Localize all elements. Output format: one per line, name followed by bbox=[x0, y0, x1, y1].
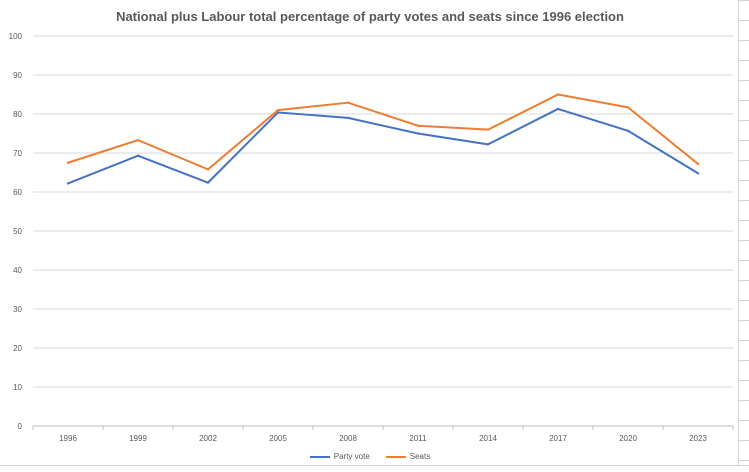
data-point-seats bbox=[66, 161, 70, 164]
legend-item-party-vote: Party vote bbox=[309, 452, 370, 461]
y-tick-label: 0 bbox=[18, 422, 23, 431]
x-tick-label: 2017 bbox=[549, 434, 567, 443]
y-tick-label: 90 bbox=[13, 71, 22, 80]
data-point-seats bbox=[556, 93, 560, 96]
legend-label-seats: Seats bbox=[409, 452, 431, 461]
x-tick-label: 2014 bbox=[479, 434, 497, 443]
series-line-party-vote bbox=[67, 107, 699, 185]
data-point-seats bbox=[346, 101, 350, 104]
data-point-seats bbox=[136, 138, 140, 142]
spreadsheet-cell-border bbox=[739, 140, 749, 141]
spreadsheet-cell-border bbox=[739, 240, 749, 241]
data-point-party-vote bbox=[416, 132, 420, 135]
spreadsheet-gridlines bbox=[738, 0, 749, 471]
legend-swatch-party-vote bbox=[309, 455, 330, 458]
y-tick-label: 40 bbox=[13, 266, 22, 275]
spreadsheet-cell-border bbox=[739, 440, 749, 441]
spreadsheet-cell-border bbox=[739, 160, 749, 161]
spreadsheet-cell-border bbox=[739, 260, 749, 261]
data-point-seats bbox=[206, 168, 210, 171]
spreadsheet-cell-border bbox=[739, 20, 749, 21]
spreadsheet-cell-border bbox=[739, 40, 749, 41]
spreadsheet-cell-border bbox=[739, 100, 749, 101]
y-tick-label: 30 bbox=[13, 305, 22, 314]
data-point-seats bbox=[626, 106, 630, 109]
spreadsheet-cell-border bbox=[739, 280, 749, 281]
x-tick-label: 2005 bbox=[269, 434, 287, 443]
spreadsheet-cell-border bbox=[739, 120, 749, 121]
y-tick-label: 50 bbox=[13, 227, 22, 236]
spreadsheet-cell-border bbox=[739, 60, 749, 61]
y-tick-label: 10 bbox=[13, 383, 22, 392]
data-point-seats bbox=[696, 162, 700, 166]
spreadsheet-cell-border bbox=[739, 300, 749, 301]
y-tick-label: 80 bbox=[13, 110, 22, 119]
x-tick-label: 1996 bbox=[59, 434, 77, 443]
spreadsheet-cell-border bbox=[739, 80, 749, 81]
spreadsheet-cell-border bbox=[739, 400, 749, 401]
legend-label-party-vote: Party vote bbox=[333, 452, 370, 461]
x-tick-label: 2008 bbox=[339, 434, 357, 443]
spreadsheet-cell-border bbox=[739, 420, 749, 421]
y-tick-label: 20 bbox=[13, 344, 22, 353]
y-tick-label: 100 bbox=[9, 32, 23, 41]
data-point-party-vote bbox=[556, 107, 560, 111]
spreadsheet-cell-border bbox=[739, 460, 749, 461]
legend-item-seats: Seats bbox=[385, 452, 431, 461]
data-point-party-vote bbox=[136, 154, 140, 157]
chart-legend: Party vote Seats bbox=[0, 452, 740, 461]
y-tick-label: 70 bbox=[13, 149, 22, 158]
x-tick-label: 2002 bbox=[199, 434, 217, 443]
spreadsheet-cell-border bbox=[739, 180, 749, 181]
spreadsheet-cell-border bbox=[739, 320, 749, 321]
spreadsheet-cell-border bbox=[739, 0, 749, 1]
data-point-party-vote bbox=[696, 172, 700, 175]
spreadsheet-cell-border bbox=[739, 220, 749, 221]
x-tick-label: 2020 bbox=[619, 434, 637, 443]
legend-swatch-seats bbox=[385, 455, 406, 458]
data-point-party-vote bbox=[626, 129, 630, 132]
spreadsheet-cell-border bbox=[739, 360, 749, 361]
data-point-party-vote bbox=[206, 181, 210, 184]
data-point-seats bbox=[276, 108, 280, 112]
chart-title: National plus Labour total percentage of… bbox=[116, 9, 624, 24]
spreadsheet-cell-border bbox=[739, 340, 749, 341]
spreadsheet-cell-border bbox=[739, 200, 749, 201]
y-tick-label: 60 bbox=[13, 188, 22, 197]
spreadsheet-row-edge bbox=[0, 465, 749, 472]
data-point-party-vote bbox=[66, 182, 70, 185]
x-tick-label: 1999 bbox=[129, 434, 147, 443]
spreadsheet-cell-border bbox=[739, 380, 749, 381]
data-point-party-vote bbox=[346, 116, 350, 120]
x-tick-label: 2023 bbox=[689, 434, 707, 443]
x-tick-label: 2011 bbox=[409, 434, 427, 443]
data-point-seats bbox=[486, 128, 490, 131]
data-point-seats bbox=[416, 124, 420, 127]
data-point-party-vote bbox=[486, 143, 490, 146]
series-line-seats bbox=[67, 93, 699, 171]
